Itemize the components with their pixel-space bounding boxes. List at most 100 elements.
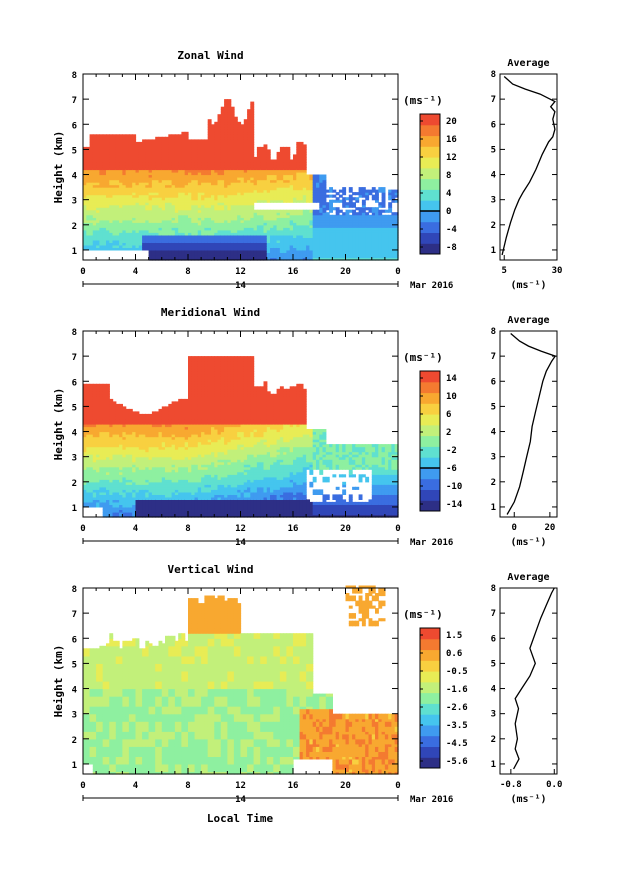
heatmap-cell	[178, 172, 183, 176]
heatmap-cell	[89, 174, 94, 178]
heatmap-cell	[109, 222, 114, 226]
heatmap-cell	[96, 222, 100, 226]
heatmap-cell	[132, 222, 137, 226]
heatmap-cell	[122, 182, 127, 186]
heatmap-cell	[184, 146, 189, 150]
heatmap-cell	[201, 184, 205, 188]
heatmap-cell	[181, 151, 186, 155]
heatmap-cell	[128, 199, 133, 203]
heatmap-cell	[132, 134, 137, 138]
heatmap-cell	[161, 146, 166, 150]
heatmap-cell	[227, 247, 232, 251]
heatmap-cell	[155, 212, 160, 216]
heatmap-cell	[178, 159, 183, 163]
heatmap-cell	[99, 227, 104, 231]
heatmap-cell	[194, 192, 199, 196]
heatmap-cell	[188, 141, 192, 145]
heatmap-cell	[135, 156, 140, 160]
heatmap-cell	[224, 247, 228, 251]
heatmap-cell	[214, 199, 219, 203]
heatmap-cell	[138, 202, 143, 206]
heatmap-cell	[92, 229, 97, 233]
heatmap-cell	[197, 234, 202, 238]
heatmap-cell	[109, 199, 114, 203]
heatmap-cell	[142, 156, 146, 160]
heatmap-cell	[145, 172, 150, 176]
heatmap-cell	[96, 187, 100, 191]
heatmap-cell	[158, 174, 163, 178]
heatmap-cell	[181, 242, 186, 246]
heatmap-cell	[142, 214, 146, 218]
heatmap-cell	[204, 162, 209, 166]
heatmap-cell	[165, 247, 169, 251]
heatmap-cell	[112, 179, 117, 183]
heatmap-cell	[158, 207, 163, 211]
heatmap-cell	[204, 202, 209, 206]
heatmap-cell	[112, 156, 117, 160]
heatmap-cell	[171, 255, 176, 259]
heatmap-cell	[102, 234, 107, 238]
heatmap-cell	[151, 217, 156, 221]
heatmap-cell	[115, 177, 120, 181]
heatmap-cell	[168, 257, 173, 261]
heatmap-cell	[174, 227, 179, 231]
heatmap-cell	[224, 139, 228, 143]
colorbar-tick-label: 16	[446, 135, 457, 145]
heatmap-cell	[217, 207, 222, 211]
heatmap-cell	[191, 169, 196, 173]
heatmap-cell	[155, 199, 160, 203]
heatmap-cell	[161, 219, 166, 223]
heatmap-cell	[128, 189, 133, 193]
heatmap-cell	[132, 212, 137, 216]
heatmap-cell	[197, 144, 202, 148]
heatmap-cell	[135, 209, 140, 213]
heatmap-cell	[106, 182, 110, 186]
heatmap-cell	[132, 202, 137, 206]
heatmap-cell	[99, 182, 104, 186]
heatmap-cell	[188, 242, 192, 246]
heatmap-cell	[115, 162, 120, 166]
heatmap-cell	[86, 146, 91, 150]
heatmap-cell	[191, 156, 196, 160]
heatmap-cell	[125, 247, 130, 251]
heatmap-cell	[148, 169, 153, 173]
heatmap-cell	[204, 156, 209, 160]
heatmap-cell	[204, 232, 209, 236]
heatmap-cell	[109, 244, 114, 248]
heatmap-cell	[155, 184, 160, 188]
heatmap-cell	[132, 232, 137, 236]
heatmap-cell	[138, 187, 143, 191]
heatmap-cell	[184, 189, 189, 193]
heatmap-cell	[122, 244, 127, 248]
heatmap-cell	[119, 234, 123, 238]
heatmap-cell	[207, 167, 212, 171]
heatmap-cell	[220, 227, 225, 231]
heatmap-cell	[145, 202, 150, 206]
heatmap-cell	[96, 162, 100, 166]
heatmap-cell	[92, 189, 97, 193]
heatmap-cell	[227, 144, 232, 148]
heatmap-cell	[148, 172, 153, 176]
heatmap-cell	[158, 144, 163, 148]
heatmap-cell	[184, 149, 189, 153]
heatmap-cell	[224, 232, 228, 236]
heatmap-cell	[155, 232, 160, 236]
heatmap-cell	[155, 239, 160, 243]
heatmap-cell	[220, 249, 225, 253]
heatmap-cell	[161, 197, 166, 201]
heatmap-cell	[168, 237, 173, 241]
heatmap-cell	[138, 217, 143, 221]
heatmap-cell	[92, 169, 97, 173]
heatmap-cell	[214, 164, 219, 168]
heatmap-cell	[174, 141, 179, 145]
heatmap-cell	[161, 255, 166, 259]
heatmap-cell	[106, 199, 110, 203]
heatmap-cell	[155, 224, 160, 228]
heatmap-cell	[204, 141, 209, 145]
heatmap-cell	[201, 167, 205, 171]
heatmap-cell	[224, 179, 228, 183]
heatmap-cell	[174, 189, 179, 193]
heatmap-cell	[181, 146, 186, 150]
heatmap-cell	[151, 232, 156, 236]
heatmap-cell	[86, 187, 91, 191]
